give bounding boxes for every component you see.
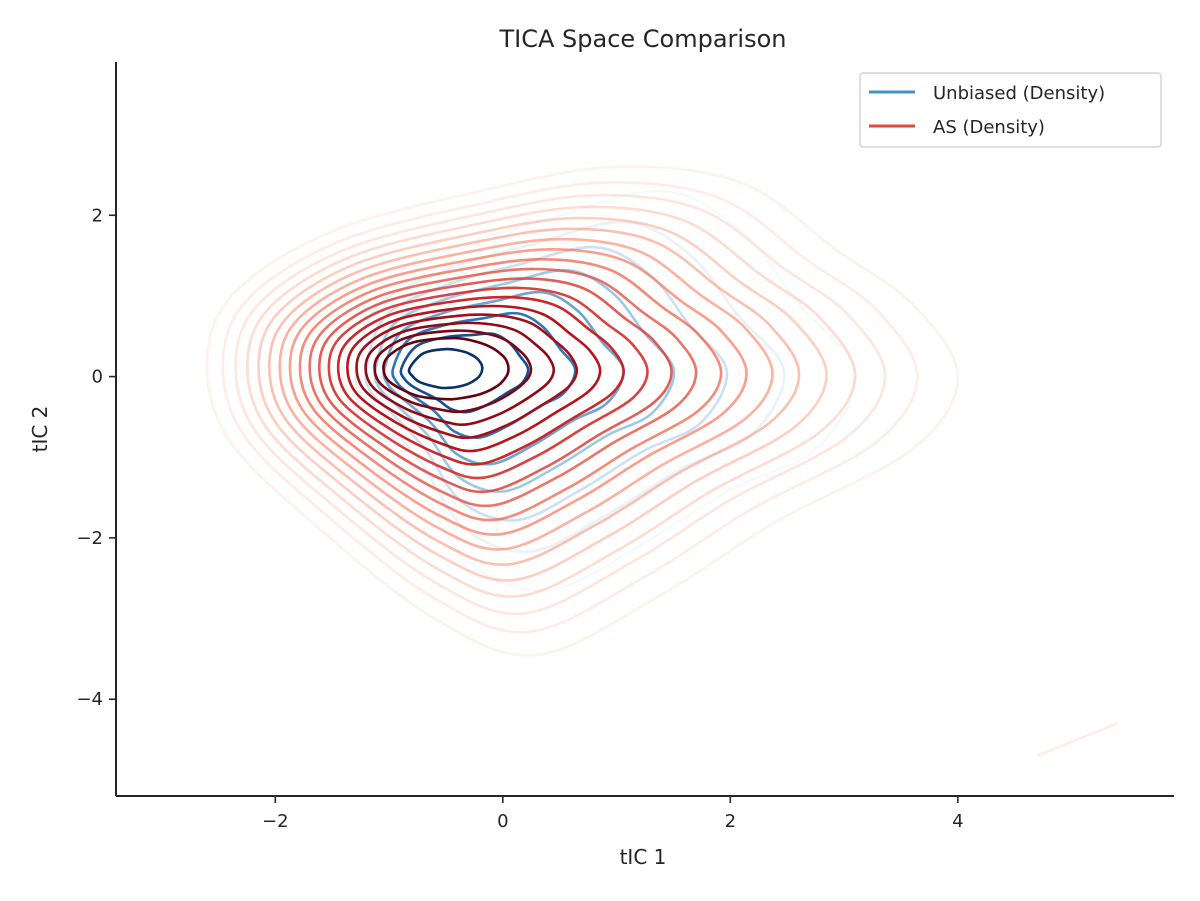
- y-tick-label: −4: [76, 689, 103, 710]
- contour-line: [336, 295, 625, 466]
- y-tick-label: 0: [92, 367, 103, 388]
- y-tick-label: 2: [92, 205, 103, 226]
- contour-line: [205, 165, 960, 657]
- contour-line: [246, 205, 857, 598]
- contour-line: [355, 313, 579, 440]
- contour-line: [382, 336, 510, 401]
- contour-line: [391, 311, 577, 440]
- x-axis-label: tIC 1: [620, 845, 667, 869]
- as-density-contours: [205, 165, 1118, 757]
- legend-frame: [859, 72, 1162, 148]
- contour-line: [341, 189, 857, 592]
- y-axis-label: tIC 2: [28, 406, 52, 453]
- y-tick-label: −2: [76, 528, 103, 549]
- x-tick-label: 4: [952, 811, 963, 832]
- legend: Unbiased (Density) AS (Density): [859, 72, 1162, 148]
- contour-line: [1036, 722, 1118, 757]
- y-axis-ticks: −4 −2 0 2: [76, 205, 116, 710]
- legend-label-as: AS (Density): [933, 117, 1045, 138]
- contour-line: [308, 267, 698, 508]
- contour-line: [234, 193, 887, 616]
- contour-line: [364, 321, 556, 426]
- contour-line: [373, 268, 676, 493]
- contour-line: [346, 304, 602, 453]
- chart-title: TICA Space Comparison: [498, 25, 786, 53]
- contour-line: [267, 227, 801, 566]
- contour-line: [257, 216, 828, 582]
- legend-label-unbiased: Unbiased (Density): [933, 83, 1105, 104]
- x-tick-label: 2: [725, 811, 736, 832]
- contour-line: [278, 237, 774, 551]
- x-axis-ticks: −2 0 2 4: [262, 796, 964, 832]
- contour-line: [318, 277, 673, 494]
- contour-line: [221, 181, 919, 634]
- contour-line: [298, 257, 723, 522]
- x-tick-label: −2: [262, 811, 289, 832]
- x-tick-label: 0: [497, 811, 508, 832]
- contour-line: [288, 247, 748, 536]
- contour-line: [327, 286, 649, 480]
- contour-line: [407, 347, 484, 390]
- contour-line: [373, 329, 533, 414]
